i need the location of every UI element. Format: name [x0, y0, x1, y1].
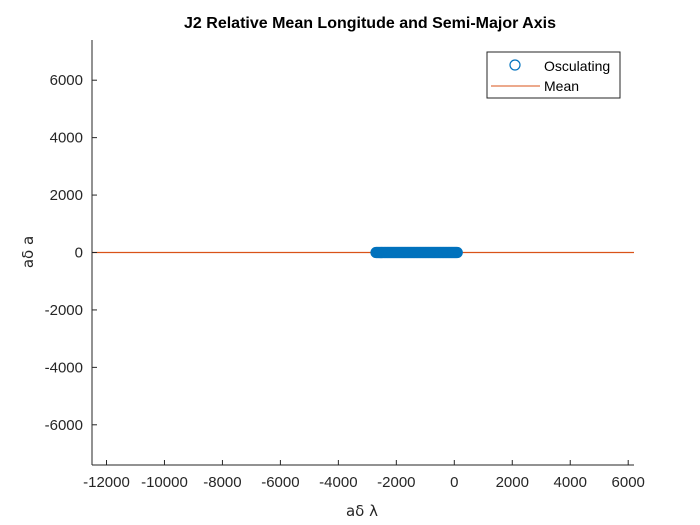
y-tick-label: -2000: [45, 302, 83, 319]
x-axis-label: aδ λ: [346, 502, 378, 520]
y-tick-label: -4000: [45, 359, 83, 376]
x-tick-label: 4000: [554, 474, 587, 491]
x-tick-label: -8000: [203, 474, 241, 491]
x-tick-label: -2000: [377, 474, 415, 491]
x-tick-label: 0: [450, 474, 458, 491]
legend-osculating-label: Osculating: [544, 58, 610, 74]
osculating-point: [451, 246, 463, 259]
x-tick-label: -12000: [83, 474, 130, 491]
legend-box: [486, 51, 621, 99]
x-tick-label: -6000: [261, 474, 299, 491]
x-tick-label: -10000: [141, 474, 188, 491]
x-axis-ticks: -12000 -10000 -8000 -6000 -4000 -2000 0 2000 400…: [83, 460, 645, 491]
x-tick-label: 6000: [612, 474, 645, 491]
y-tick-label: 0: [75, 245, 83, 262]
chart-title: J2 Relative Mean Longitude and Semi-Majo…: [184, 15, 556, 32]
y-tick-label: 4000: [50, 130, 83, 147]
legend-mean-label: Mean: [544, 78, 579, 94]
y-axis-ticks: -6000 -4000 -2000 0 2000 4000 6000: [45, 72, 97, 434]
y-tick-label: -6000: [45, 417, 83, 434]
x-tick-label: 2000: [496, 474, 529, 491]
x-tick-label: -4000: [319, 474, 357, 491]
legend-osculating-marker: [509, 59, 521, 71]
y-tick-label: 2000: [50, 187, 83, 204]
legend: Osculating Mean: [486, 51, 621, 99]
y-axis-label: aδ a: [19, 236, 37, 268]
plot-content: [92, 246, 634, 259]
y-tick-label: 6000: [50, 72, 83, 89]
